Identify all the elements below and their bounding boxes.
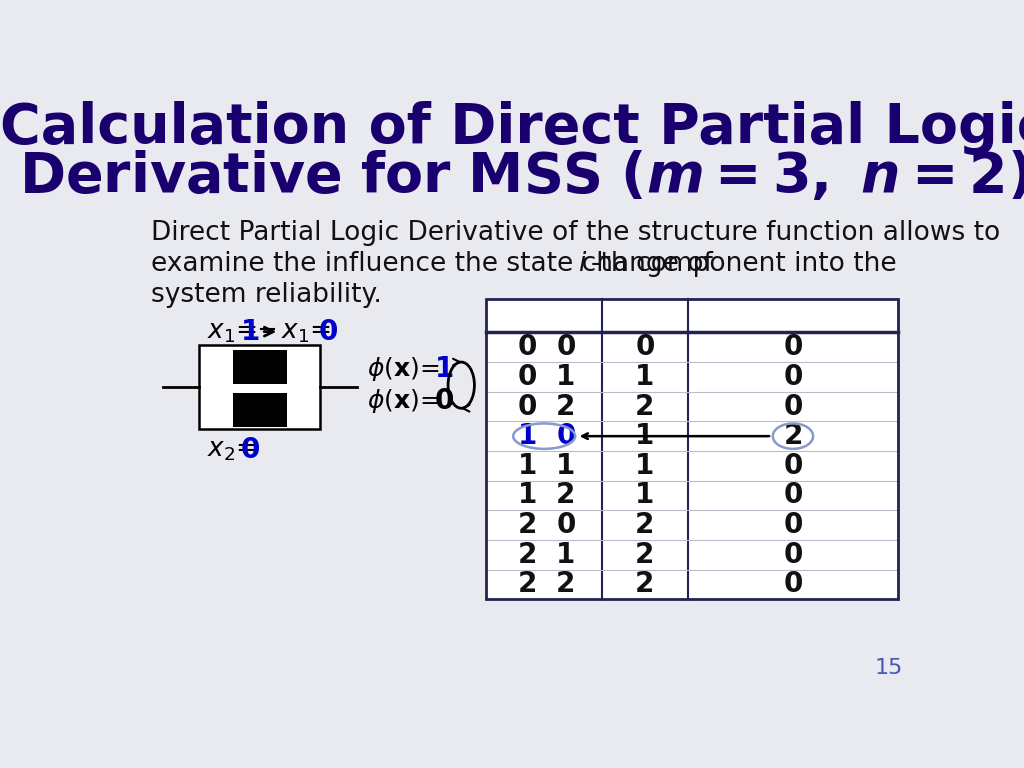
Text: 0: 0: [517, 362, 537, 391]
Text: $x_2$: $x_2$: [553, 303, 579, 327]
Text: 1: 1: [635, 422, 654, 450]
Text: $\phi(\mathbf{x})$=: $\phi(\mathbf{x})$=: [367, 387, 439, 415]
Text: 2: 2: [556, 571, 575, 598]
Text: 1: 1: [635, 482, 654, 509]
Text: 0: 0: [556, 333, 575, 361]
Text: $\phi(\mathbf{x})$=: $\phi(\mathbf{x})$=: [367, 356, 439, 383]
Text: 1: 1: [635, 362, 654, 391]
Text: system reliability.: system reliability.: [152, 282, 382, 308]
Text: 0: 0: [783, 392, 803, 421]
Text: 1: 1: [241, 318, 260, 346]
Text: 1: 1: [434, 356, 454, 383]
Text: examine the influence the state change of: examine the influence the state change o…: [152, 251, 722, 277]
Text: 0: 0: [241, 436, 260, 464]
Text: 0: 0: [517, 392, 537, 421]
Text: Calculation of Direct Partial Logic: Calculation of Direct Partial Logic: [0, 101, 1024, 154]
Text: Direct Partial Logic Derivative of the structure function allows to: Direct Partial Logic Derivative of the s…: [152, 220, 1000, 246]
Bar: [200, 345, 321, 429]
Text: -th component into the: -th component into the: [592, 251, 897, 277]
Text: 1: 1: [517, 482, 537, 509]
Text: 1: 1: [635, 452, 654, 480]
Text: 0: 0: [783, 333, 803, 361]
Text: 2: 2: [556, 392, 575, 421]
Text: $\bf{Derivative\ for\ MSS\ (}$$\bfit{m}$$\bf{=3,\ }$$\bfit{n}$$\bf{=2)}$: $\bf{Derivative\ for\ MSS\ (}$$\bfit{m}$…: [19, 150, 1024, 204]
Text: 0: 0: [434, 387, 454, 415]
Bar: [232, 393, 287, 427]
Text: 2: 2: [517, 571, 537, 598]
Text: $x_1$: $x_1$: [514, 303, 540, 327]
Text: 0: 0: [783, 571, 803, 598]
Text: 2: 2: [517, 541, 537, 569]
Text: $\partial\phi(1{\to}0)/\partial x_1(1{\to}0)$: $\partial\phi(1{\to}0)/\partial x_1(1{\t…: [695, 304, 890, 327]
Text: 0: 0: [783, 362, 803, 391]
Text: 2: 2: [635, 541, 654, 569]
Text: 0: 0: [556, 511, 575, 539]
Text: $x_2$=: $x_2$=: [207, 437, 257, 463]
Text: 0: 0: [783, 482, 803, 509]
Text: 0: 0: [783, 511, 803, 539]
Text: 0: 0: [318, 318, 338, 346]
Text: 1: 1: [556, 362, 575, 391]
Bar: [486, 299, 898, 599]
Text: 2: 2: [635, 571, 654, 598]
Text: $\phi(\mathbf{x})$: $\phi(\mathbf{x})$: [621, 302, 670, 329]
Text: 2: 2: [635, 392, 654, 421]
Text: 0: 0: [635, 333, 654, 361]
Text: 1: 1: [517, 452, 537, 480]
Bar: [232, 350, 287, 384]
Text: 2: 2: [635, 511, 654, 539]
Text: $x_1$=: $x_1$=: [207, 319, 257, 345]
Text: $i$: $i$: [578, 251, 587, 277]
Text: 0: 0: [783, 452, 803, 480]
Text: 1: 1: [556, 452, 575, 480]
Bar: [486, 299, 898, 599]
Text: 2: 2: [517, 511, 537, 539]
Text: 2: 2: [556, 482, 575, 509]
Text: 0: 0: [556, 422, 575, 450]
Text: 0: 0: [517, 333, 537, 361]
Text: 1: 1: [556, 541, 575, 569]
Text: 1: 1: [517, 422, 537, 450]
Text: $x_1$=: $x_1$=: [282, 319, 332, 345]
Text: 2: 2: [783, 422, 803, 450]
Text: 15: 15: [874, 658, 903, 678]
Text: 0: 0: [783, 541, 803, 569]
